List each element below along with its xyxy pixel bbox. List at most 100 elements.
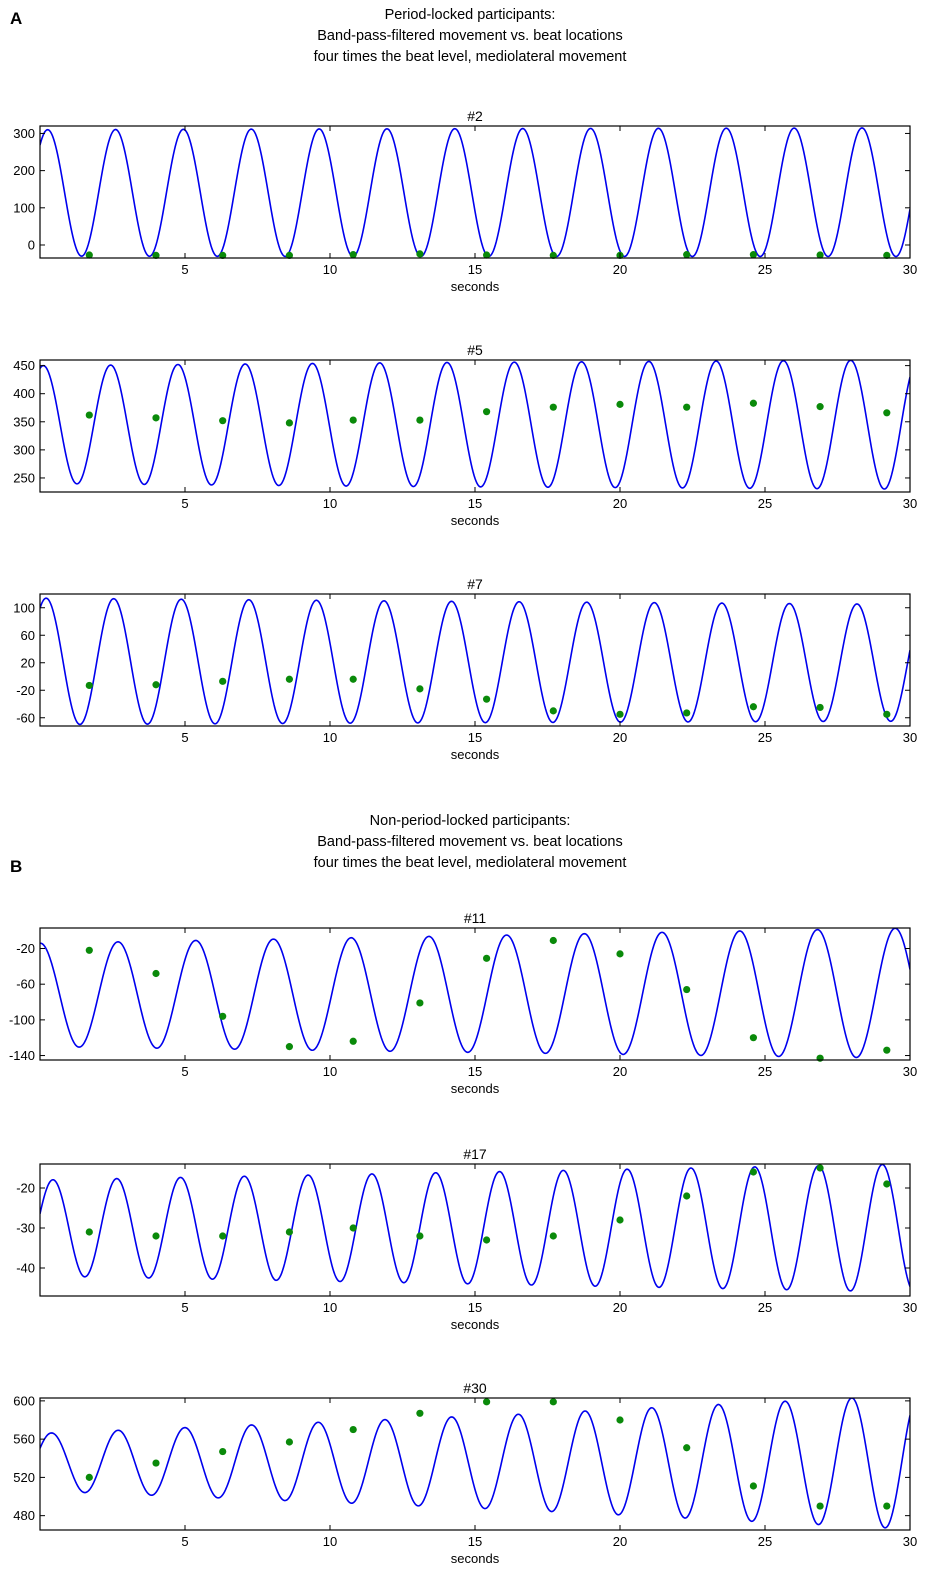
y-tick-label: -60 — [16, 977, 35, 992]
y-tick-label: 250 — [13, 470, 35, 485]
beat-marker — [683, 985, 691, 994]
beat-marker — [483, 1236, 491, 1244]
subplot-6: 5 10 15 20 25 30 480 520 560 600 #30 seconds — [13, 1380, 917, 1566]
beat-marker — [285, 1043, 293, 1051]
axes-frame — [39, 927, 911, 1061]
beat-marker — [483, 695, 491, 703]
x-tick-label: 10 — [323, 1300, 337, 1315]
axes-frame — [39, 1397, 911, 1531]
beat-marker — [549, 403, 557, 411]
y-tick-label: 200 — [13, 163, 35, 178]
x-tick-label: 10 — [323, 1064, 337, 1079]
beat-marker — [483, 1398, 491, 1406]
movement-curve — [40, 360, 910, 490]
beat-marker — [816, 251, 824, 259]
x-tick-label: 5 — [181, 496, 188, 511]
x-tick-label: 15 — [468, 1534, 482, 1549]
beat-marker — [883, 1180, 891, 1188]
x-axis-label: seconds — [451, 1551, 500, 1566]
y-tick-label: -20 — [16, 1181, 35, 1196]
beat-marker — [152, 414, 160, 422]
beat-marker — [219, 1012, 227, 1020]
x-tick-label: 15 — [468, 1064, 482, 1079]
x-tick-label: 20 — [613, 1534, 627, 1549]
beat-marker — [816, 1164, 824, 1172]
beat-marker — [883, 251, 891, 259]
movement-curve — [40, 928, 910, 1059]
subplot-title: #5 — [467, 342, 483, 358]
beat-marker — [549, 1232, 557, 1240]
x-tick-label: 5 — [181, 1300, 188, 1315]
beat-marker — [219, 417, 227, 425]
x-tick-label: 20 — [613, 1064, 627, 1079]
beat-marker — [883, 1046, 891, 1054]
beat-marker — [285, 1438, 293, 1446]
beat-marker — [416, 999, 424, 1007]
y-tick-label: 350 — [13, 414, 35, 429]
beat-marker — [749, 251, 758, 259]
beat-marker — [683, 1444, 691, 1452]
beat-marker — [616, 1216, 624, 1224]
beat-marker — [416, 416, 424, 424]
axes-frame — [39, 593, 911, 727]
movement-curve — [40, 1398, 910, 1529]
beat-marker — [883, 1502, 891, 1510]
panel-b-title-line-1: Non-period-locked participants: — [370, 813, 571, 829]
x-tick-label: 15 — [468, 1300, 482, 1315]
x-tick-label: 30 — [903, 262, 917, 277]
beat-marker — [285, 419, 293, 427]
x-tick-label: 10 — [323, 496, 337, 511]
y-tick-label: 450 — [13, 358, 35, 373]
y-tick-label: -60 — [16, 710, 35, 725]
x-tick-label: 30 — [903, 1534, 917, 1549]
x-axis-label: seconds — [451, 279, 500, 294]
panel-b-title-line-2: Band-pass-filtered movement vs. beat loc… — [317, 834, 622, 850]
beat-marker — [483, 251, 491, 259]
beat-marker — [219, 251, 227, 259]
beat-marker — [85, 1228, 93, 1236]
beat-marker — [416, 685, 424, 693]
y-tick-label: 100 — [13, 200, 35, 215]
y-tick-label: 560 — [13, 1432, 35, 1447]
subplot-2: 5 10 15 20 25 30 250 300 350 400 450 #5 seconds — [13, 342, 917, 528]
y-tick-label: -140 — [9, 1048, 35, 1063]
x-tick-label: 25 — [758, 496, 772, 511]
x-axis-label: seconds — [451, 513, 500, 528]
x-tick-label: 25 — [758, 262, 772, 277]
beat-marker — [749, 1168, 758, 1176]
beat-marker — [85, 946, 93, 954]
y-tick-label: 520 — [13, 1470, 35, 1485]
beat-marker — [349, 1224, 357, 1232]
beat-marker — [549, 936, 557, 945]
x-tick-label: 25 — [758, 730, 772, 745]
y-tick-label: 0 — [28, 237, 35, 252]
panel-b-title-line-3: four times the beat level, mediolateral … — [314, 855, 627, 871]
beat-marker — [816, 703, 824, 712]
y-tick-label: 600 — [13, 1393, 35, 1408]
subplot-5: 5 10 15 20 25 30 -40 -30 -20 #17 seconds — [16, 1146, 917, 1332]
beat-marker — [749, 703, 758, 711]
beat-marker — [416, 1232, 424, 1240]
panel-a-title-line-3: four times the beat level, mediolateral … — [314, 49, 627, 65]
y-tick-label: -20 — [16, 941, 35, 956]
beat-marker — [749, 399, 758, 407]
beat-marker — [616, 400, 624, 408]
x-axis-label: seconds — [451, 1317, 500, 1332]
beat-marker — [683, 251, 691, 259]
subplot-title: #11 — [464, 910, 487, 926]
y-tick-label: 100 — [13, 600, 35, 615]
y-tick-label: 480 — [13, 1508, 35, 1523]
x-tick-label: 30 — [903, 496, 917, 511]
beat-marker — [883, 710, 891, 718]
subplot-4: 5 10 15 20 25 30 -140 -100 -60 -20 #11 seconds — [9, 910, 917, 1096]
x-tick-label: 15 — [468, 262, 482, 277]
x-tick-label: 25 — [758, 1534, 772, 1549]
x-tick-label: 20 — [613, 496, 627, 511]
y-tick-label: -100 — [9, 1012, 35, 1027]
subplot-title: #17 — [463, 1146, 487, 1162]
x-tick-label: 20 — [613, 262, 627, 277]
beat-marker — [416, 1409, 424, 1417]
beat-marker — [483, 954, 491, 962]
